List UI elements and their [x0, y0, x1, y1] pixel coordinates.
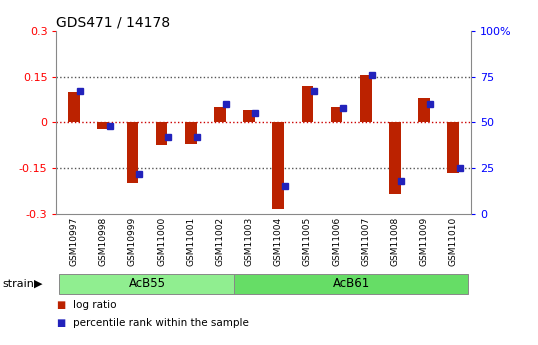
Bar: [331, 107, 342, 122]
Bar: [272, 122, 284, 209]
Bar: [126, 122, 138, 184]
Bar: [97, 122, 109, 129]
Bar: [360, 75, 372, 122]
FancyBboxPatch shape: [235, 274, 468, 294]
Bar: [448, 122, 459, 173]
Bar: [389, 122, 401, 194]
Text: GDS471 / 14178: GDS471 / 14178: [56, 15, 171, 29]
Bar: [301, 86, 313, 122]
FancyBboxPatch shape: [59, 274, 235, 294]
Bar: [214, 107, 226, 122]
Text: ■: ■: [56, 300, 66, 310]
Text: log ratio: log ratio: [73, 300, 116, 310]
Text: AcB61: AcB61: [332, 277, 370, 290]
Bar: [185, 122, 196, 144]
Text: AcB55: AcB55: [129, 277, 165, 290]
Text: strain: strain: [3, 279, 34, 289]
Text: ■: ■: [56, 318, 66, 327]
Bar: [418, 98, 430, 122]
Text: percentile rank within the sample: percentile rank within the sample: [73, 318, 249, 327]
Text: ▶: ▶: [34, 279, 43, 289]
Bar: [243, 110, 255, 122]
Bar: [155, 122, 167, 145]
Bar: [68, 92, 80, 122]
